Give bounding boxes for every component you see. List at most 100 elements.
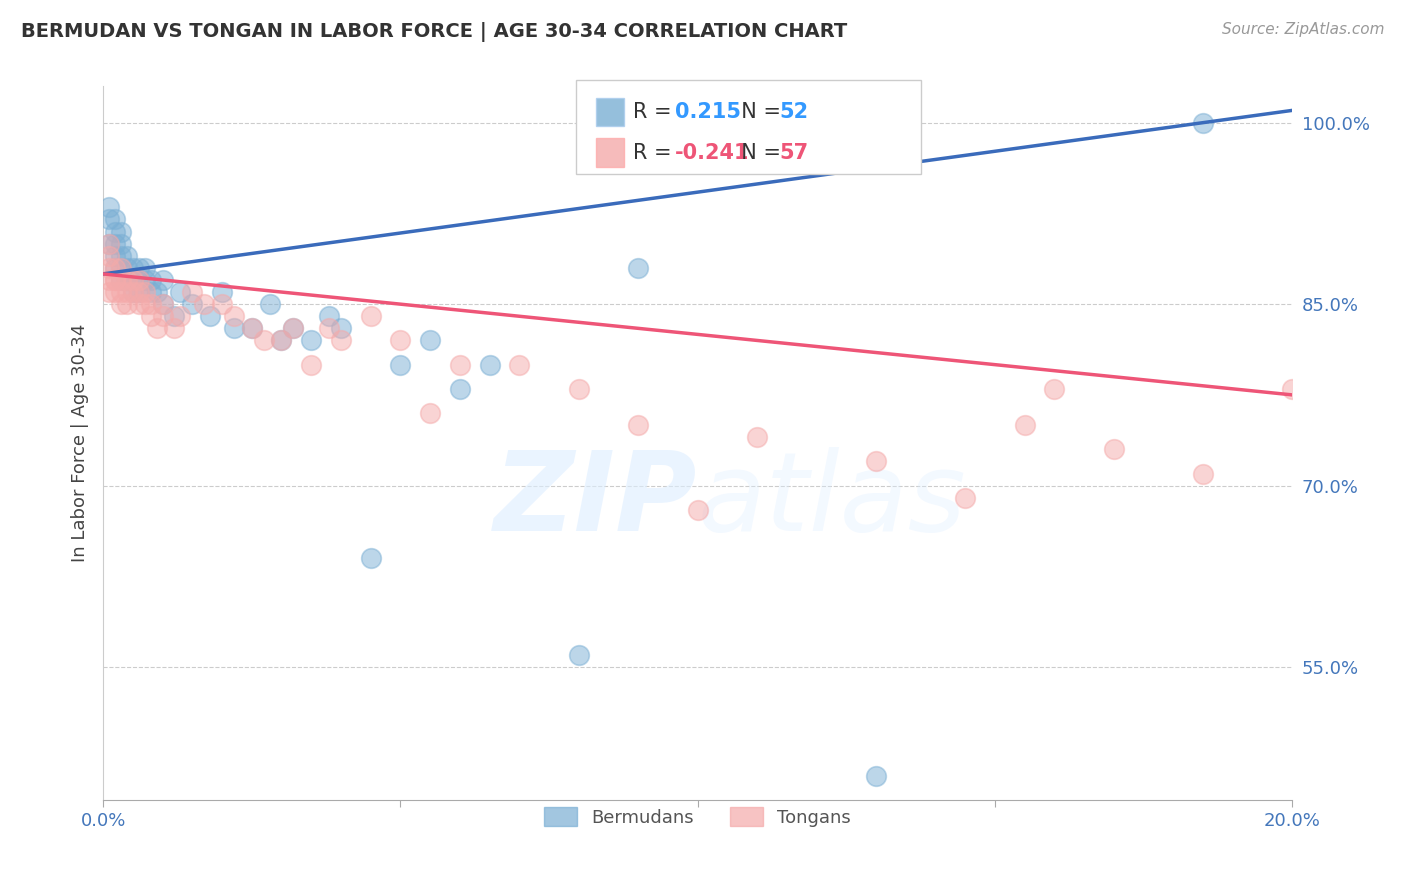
Point — [115, 260, 138, 275]
Point — [283, 321, 305, 335]
Point — [115, 285, 138, 299]
Point — [686, 503, 709, 517]
Point — [115, 249, 138, 263]
Point — [259, 297, 281, 311]
Point — [240, 321, 263, 335]
Point — [110, 236, 132, 251]
Point — [110, 297, 132, 311]
Point — [152, 273, 174, 287]
Point — [104, 236, 127, 251]
Point — [121, 273, 143, 287]
Point — [449, 358, 471, 372]
Point — [104, 273, 127, 287]
Point — [121, 285, 143, 299]
Point — [104, 225, 127, 239]
Y-axis label: In Labor Force | Age 30-34: In Labor Force | Age 30-34 — [72, 324, 89, 563]
Point — [270, 334, 292, 348]
Point — [270, 334, 292, 348]
Point — [627, 418, 650, 433]
Point — [115, 273, 138, 287]
Text: atlas: atlas — [697, 447, 966, 554]
Text: R =: R = — [633, 102, 678, 122]
Text: BERMUDAN VS TONGAN IN LABOR FORCE | AGE 30-34 CORRELATION CHART: BERMUDAN VS TONGAN IN LABOR FORCE | AGE … — [21, 22, 848, 42]
Point — [98, 249, 121, 263]
Point — [389, 334, 412, 348]
Point — [953, 491, 976, 505]
Point — [419, 406, 441, 420]
Point — [865, 769, 887, 783]
Point — [128, 260, 150, 275]
Point — [110, 285, 132, 299]
Point — [98, 285, 121, 299]
Point — [104, 260, 127, 275]
Point — [299, 358, 322, 372]
Point — [1014, 418, 1036, 433]
Point — [128, 285, 150, 299]
Point — [240, 321, 263, 335]
Point — [145, 321, 167, 335]
Point — [478, 358, 501, 372]
Point — [299, 334, 322, 348]
Point — [115, 273, 138, 287]
Point — [121, 285, 143, 299]
Point — [121, 260, 143, 275]
Point — [1192, 116, 1215, 130]
Point — [98, 200, 121, 214]
Point — [449, 382, 471, 396]
Point — [198, 310, 221, 324]
Point — [152, 297, 174, 311]
Point — [128, 285, 150, 299]
Point — [419, 334, 441, 348]
Point — [508, 358, 530, 372]
Point — [360, 310, 382, 324]
Point — [104, 260, 127, 275]
Point — [110, 225, 132, 239]
Point — [1102, 442, 1125, 457]
Point — [627, 260, 650, 275]
Point — [145, 285, 167, 299]
Point — [110, 273, 132, 287]
Point — [134, 297, 156, 311]
Point — [318, 310, 340, 324]
Point — [139, 285, 162, 299]
Point — [139, 273, 162, 287]
Point — [139, 310, 162, 324]
Text: ZIP: ZIP — [494, 447, 697, 554]
Point — [134, 260, 156, 275]
Point — [115, 273, 138, 287]
Point — [360, 551, 382, 566]
Point — [568, 648, 591, 662]
Point — [104, 212, 127, 227]
Point — [211, 297, 233, 311]
Point — [139, 297, 162, 311]
Point — [163, 310, 186, 324]
Point — [104, 249, 127, 263]
Point — [98, 273, 121, 287]
Point — [253, 334, 276, 348]
Point — [98, 260, 121, 275]
Point — [134, 273, 156, 287]
Point — [865, 454, 887, 468]
Point — [283, 321, 305, 335]
Point — [211, 285, 233, 299]
Point — [128, 273, 150, 287]
Point — [152, 310, 174, 324]
Text: Source: ZipAtlas.com: Source: ZipAtlas.com — [1222, 22, 1385, 37]
Point — [152, 297, 174, 311]
Text: N =: N = — [728, 102, 787, 122]
Point — [98, 236, 121, 251]
Point — [181, 285, 204, 299]
Point — [181, 297, 204, 311]
Text: 57: 57 — [779, 143, 808, 162]
Point — [1192, 467, 1215, 481]
Point — [110, 260, 132, 275]
Point — [193, 297, 215, 311]
Point — [115, 297, 138, 311]
Legend: Bermudans, Tongans: Bermudans, Tongans — [537, 800, 858, 834]
Point — [134, 285, 156, 299]
Point — [169, 310, 191, 324]
Point — [169, 285, 191, 299]
Point — [128, 297, 150, 311]
Point — [745, 430, 768, 444]
Point — [110, 249, 132, 263]
